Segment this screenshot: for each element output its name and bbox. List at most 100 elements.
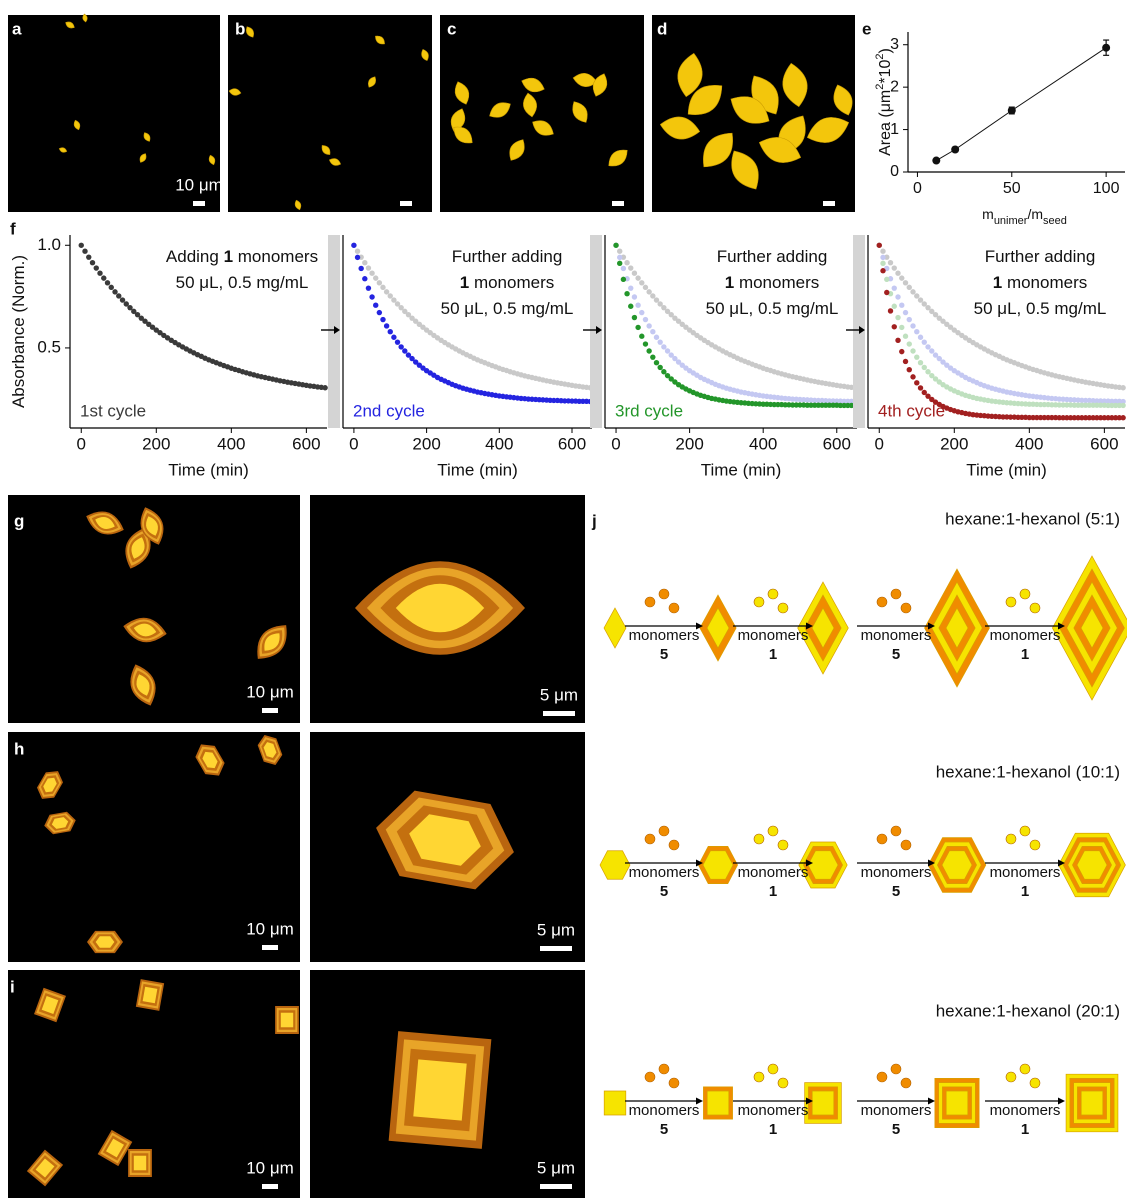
y-axis-label-part: *10	[877, 59, 894, 83]
point	[366, 265, 371, 270]
y-axis-label-part: )	[877, 48, 894, 53]
point	[639, 280, 644, 285]
annotation-part: monomers	[469, 273, 554, 292]
x-axis-label-part: m	[982, 206, 994, 222]
point	[632, 270, 637, 275]
point	[657, 365, 662, 370]
step-amount: 1	[769, 1121, 777, 1138]
monomer	[645, 834, 655, 844]
annotation-part: Further adding	[717, 247, 828, 266]
scale-bar	[543, 711, 575, 716]
x-axis-label: Time (min)	[168, 460, 249, 479]
point	[899, 325, 904, 330]
scale-bar	[262, 1184, 278, 1189]
scale-bar	[540, 1184, 572, 1189]
point	[918, 297, 923, 302]
micrograph	[440, 15, 644, 212]
x-axis-label-part: /m	[1027, 206, 1043, 222]
point	[391, 335, 396, 340]
step-amount: 5	[660, 646, 668, 663]
point	[880, 268, 885, 273]
point	[384, 323, 389, 328]
x-tick-label: 400	[749, 434, 777, 453]
step-amount: 1	[1021, 646, 1029, 663]
page: Figure html, body { margin: 0; padding: …	[0, 0, 1127, 1198]
point	[388, 329, 393, 334]
scale-label: 10 μm	[246, 1158, 294, 1177]
point	[624, 260, 629, 265]
point	[907, 341, 912, 346]
annotation-part: 1	[993, 273, 1002, 292]
monomer	[1006, 834, 1016, 844]
x-tick-label: 0	[349, 434, 358, 453]
point	[654, 360, 659, 365]
monomer	[901, 603, 911, 613]
point	[888, 308, 893, 313]
point	[101, 275, 106, 280]
point	[892, 304, 897, 309]
y-axis-label-part: Area (μm	[877, 90, 894, 156]
y-axis-label: Absorbance (Norm.)	[9, 255, 28, 408]
annotation-part: monomers	[1002, 273, 1087, 292]
point	[880, 249, 885, 254]
point	[877, 243, 882, 248]
point	[355, 255, 360, 260]
annotation: 50 μL, 0.5 mg/mL	[706, 299, 839, 318]
point	[120, 297, 125, 302]
point	[1120, 415, 1125, 420]
monomer	[1030, 603, 1040, 613]
scale-label: 10 μm	[246, 682, 294, 701]
point	[880, 255, 885, 260]
crystal-layer	[946, 1091, 968, 1115]
point	[903, 359, 908, 364]
point	[884, 277, 889, 282]
point	[895, 294, 900, 299]
x-tick-label: 200	[675, 434, 703, 453]
point	[632, 315, 637, 320]
point	[116, 293, 121, 298]
point	[914, 354, 919, 359]
monomer	[1030, 1078, 1040, 1088]
x-axis-label: Time (min)	[966, 460, 1047, 479]
scale-bar	[823, 201, 835, 206]
annotation-part: Further adding	[985, 247, 1096, 266]
point	[910, 289, 915, 294]
step-label: monomers	[738, 1102, 809, 1119]
step-amount: 1	[1021, 1121, 1029, 1138]
point	[628, 285, 633, 290]
monomer	[778, 603, 788, 613]
series-label: 3rd cycle	[615, 401, 683, 420]
point	[373, 275, 378, 280]
monomer	[877, 834, 887, 844]
monomer	[1020, 826, 1030, 836]
point	[628, 304, 633, 309]
point	[621, 266, 626, 271]
y-axis-label: Area (μm2*102)	[874, 48, 894, 156]
x-axis-label: Time (min)	[701, 460, 782, 479]
point	[888, 260, 893, 265]
point	[362, 260, 367, 265]
annotation: 1 monomers	[993, 273, 1088, 292]
point	[617, 249, 622, 254]
point	[105, 280, 110, 285]
step-label: monomers	[738, 627, 809, 644]
fit-line	[936, 48, 1106, 161]
point	[892, 265, 897, 270]
panel-label: j	[591, 511, 597, 530]
point	[369, 294, 374, 299]
step-amount: 1	[769, 646, 777, 663]
point	[903, 280, 908, 285]
x-tick-label: 0	[913, 180, 922, 197]
panel-label: h	[14, 739, 24, 758]
series-label: 1st cycle	[80, 401, 146, 420]
x-tick-label: 200	[142, 434, 170, 453]
point	[388, 293, 393, 298]
monomer	[768, 589, 778, 599]
point	[650, 329, 655, 334]
point	[82, 249, 87, 254]
scale-label: 5 μm	[540, 685, 578, 704]
point	[925, 369, 930, 374]
step-label: monomers	[990, 1102, 1061, 1119]
point	[654, 335, 659, 340]
point	[903, 310, 908, 315]
